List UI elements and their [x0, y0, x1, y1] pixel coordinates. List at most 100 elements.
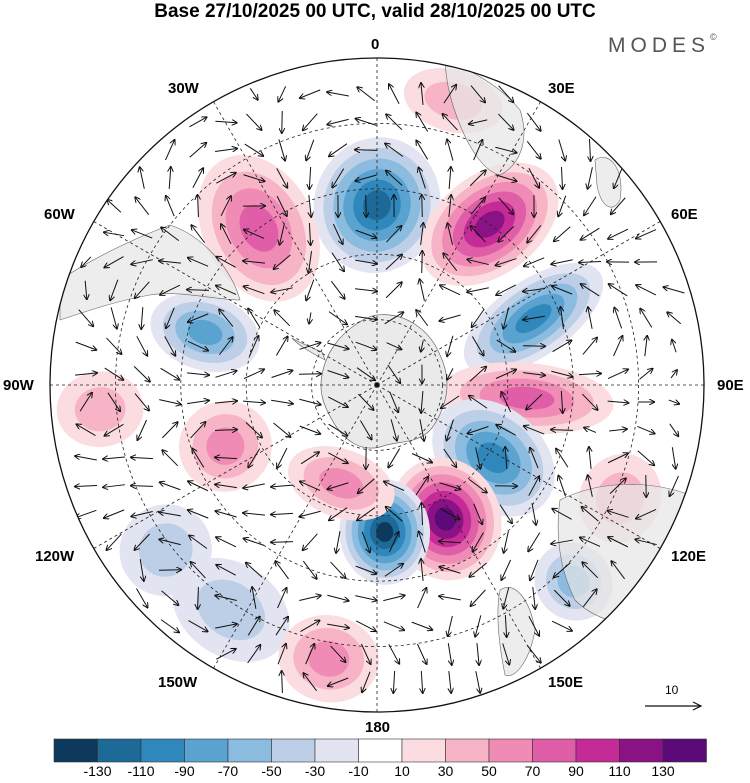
wind-vector-arrow	[136, 336, 147, 355]
wind-vector-arrow	[473, 503, 482, 524]
wind-vector-arrow	[161, 227, 180, 242]
wind-vector-arrow	[78, 309, 93, 327]
colorbar-box	[53, 738, 98, 763]
wind-vector-arrow	[81, 256, 92, 267]
wind-vector-arrow	[135, 281, 150, 298]
colorbar-tick-label: 50	[481, 763, 497, 779]
wind-vector-arrow	[669, 423, 679, 436]
wind-vector-arrow	[187, 290, 210, 291]
wind-vector-arrow	[636, 285, 657, 296]
wind-vector-arrow	[135, 197, 150, 216]
wind-vector-arrow	[589, 447, 591, 469]
wind-vector-arrow	[384, 564, 403, 577]
wind-vector-arrow	[245, 422, 262, 437]
wind-vector-arrow	[421, 559, 423, 581]
wind-vector-arrow	[554, 226, 571, 242]
colorbar-tick-label: 130	[651, 763, 675, 779]
wind-vector-arrow	[141, 306, 143, 329]
wind-vector-arrow	[356, 620, 375, 631]
wind-vector-arrow	[366, 194, 367, 217]
wind-vector-arrow	[640, 309, 653, 328]
wind-vector-arrow	[505, 614, 506, 637]
wind-vector-arrow	[362, 671, 371, 692]
anomaly-contour-level	[138, 523, 193, 577]
colorbar-tick-label: -90	[174, 763, 195, 779]
wind-vector-arrow	[275, 561, 289, 580]
wind-vector-arrow	[528, 616, 539, 635]
wind-vector-arrow	[422, 251, 423, 274]
wind-vector-arrow	[190, 422, 206, 439]
wind-vector-arrow	[439, 314, 461, 321]
wind-vector-arrow	[215, 484, 237, 487]
wind-vector-arrow	[505, 447, 507, 470]
wind-vector-arrow	[299, 510, 321, 516]
wind-vector-arrow	[216, 537, 237, 548]
wind-vector-arrow	[104, 256, 124, 268]
wind-vector-arrow	[607, 401, 629, 403]
colorbar-box	[445, 738, 490, 763]
colorbar-box	[358, 738, 403, 763]
wind-vector-arrow	[416, 310, 429, 327]
wind-vector-arrow	[216, 173, 235, 184]
wind-vector-arrow	[524, 257, 545, 266]
wind-vector-arrow	[471, 226, 486, 243]
colorbar-box	[619, 738, 664, 763]
wind-vector-arrow	[447, 335, 454, 356]
colorbar-box	[532, 738, 577, 763]
wind-vector-arrow	[467, 287, 489, 293]
wind-vector-arrow	[246, 113, 261, 130]
wind-vector-arrow	[384, 482, 405, 491]
wind-vector-arrow	[216, 286, 237, 295]
colorbar-tick-label: 30	[437, 763, 454, 779]
wind-vector-arrow	[248, 309, 261, 328]
wind-vector-arrow	[471, 589, 486, 606]
wind-vector-arrow	[637, 450, 654, 466]
colorbar-box	[271, 738, 316, 763]
latitude-circle	[245, 253, 509, 517]
wind-vector-arrow	[106, 337, 121, 354]
wind-vector-arrow	[215, 511, 237, 518]
south-pole-marker	[374, 382, 380, 388]
wind-vector-arrow	[580, 538, 601, 547]
south-america	[59, 224, 241, 321]
wind-vector-arrow	[475, 447, 481, 468]
brand-mark: ©	[710, 32, 717, 42]
wind-vector-arrow	[447, 223, 453, 245]
wind-vector-arrow	[502, 643, 510, 664]
colorbar-tick-label: -30	[304, 763, 326, 779]
anomaly-contour-level	[239, 204, 279, 252]
wind-vector-arrow	[249, 88, 257, 99]
latitude-circle	[180, 188, 574, 582]
wind-vector-arrow	[190, 562, 206, 579]
wind-vector-arrow	[448, 615, 453, 636]
lon-label-0: 0	[371, 36, 380, 53]
wind-vector-arrow	[551, 430, 574, 431]
latitude-circle	[114, 122, 640, 648]
wind-vector-arrow	[447, 419, 454, 441]
wind-vector-arrow	[242, 401, 265, 403]
wind-vector-arrow	[388, 644, 399, 663]
lon-label-150w: 150W	[158, 674, 198, 691]
wind-vector-arrow	[164, 336, 176, 355]
wind-vector-arrow	[188, 258, 209, 267]
wind-vector-arrow	[473, 532, 484, 551]
wind-vector-arrow	[386, 507, 403, 522]
wind-vector-arrow	[189, 143, 207, 158]
wind-vector-arrow	[192, 168, 203, 188]
wind-vector-arrow	[243, 369, 264, 380]
wind-vector-arrow	[214, 430, 237, 431]
wind-vector-arrow	[645, 336, 647, 357]
wind-vector-arrow	[139, 559, 144, 581]
colorbar-tick-label: 110	[608, 763, 631, 779]
wind-vector-arrow	[336, 531, 341, 553]
wind-vector-arrow	[358, 393, 373, 410]
meridian-line	[376, 221, 661, 386]
wind-vector-arrow	[159, 512, 181, 517]
wind-vector-arrow	[581, 227, 600, 240]
wind-vector-arrow	[614, 167, 623, 188]
wind-vector-arrow	[611, 197, 626, 214]
colorbar-tick-label: -130	[83, 763, 112, 779]
wind-vector-arrow	[447, 643, 451, 665]
wind-vector-arrow	[303, 113, 318, 131]
wind-vector-arrow	[276, 195, 287, 216]
